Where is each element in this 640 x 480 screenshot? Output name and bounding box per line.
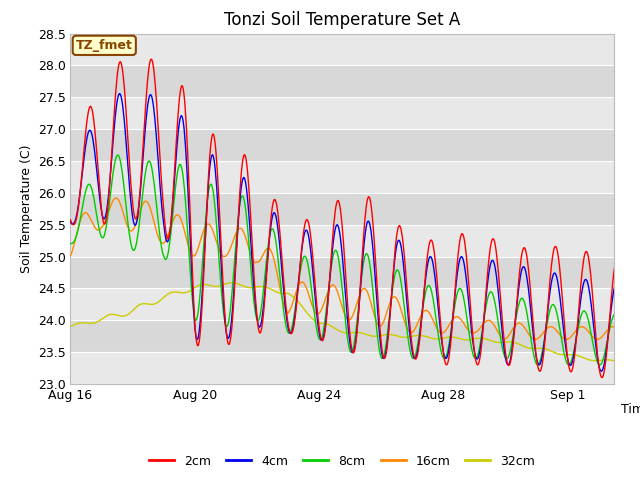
X-axis label: Time: Time bbox=[621, 403, 640, 416]
Bar bbox=[70, 352, 614, 384]
Bar bbox=[70, 193, 614, 225]
Title: Tonzi Soil Temperature Set A: Tonzi Soil Temperature Set A bbox=[224, 11, 461, 29]
Text: TZ_fmet: TZ_fmet bbox=[76, 39, 132, 52]
Bar bbox=[70, 97, 614, 129]
Bar bbox=[70, 34, 614, 65]
Legend: 2cm, 4cm, 8cm, 16cm, 32cm: 2cm, 4cm, 8cm, 16cm, 32cm bbox=[145, 450, 540, 473]
Bar bbox=[70, 65, 614, 97]
Bar bbox=[70, 257, 614, 288]
Bar bbox=[70, 129, 614, 161]
Y-axis label: Soil Temperature (C): Soil Temperature (C) bbox=[20, 144, 33, 273]
Bar bbox=[70, 161, 614, 193]
Bar bbox=[70, 225, 614, 257]
Bar bbox=[70, 288, 614, 320]
Bar bbox=[70, 320, 614, 352]
